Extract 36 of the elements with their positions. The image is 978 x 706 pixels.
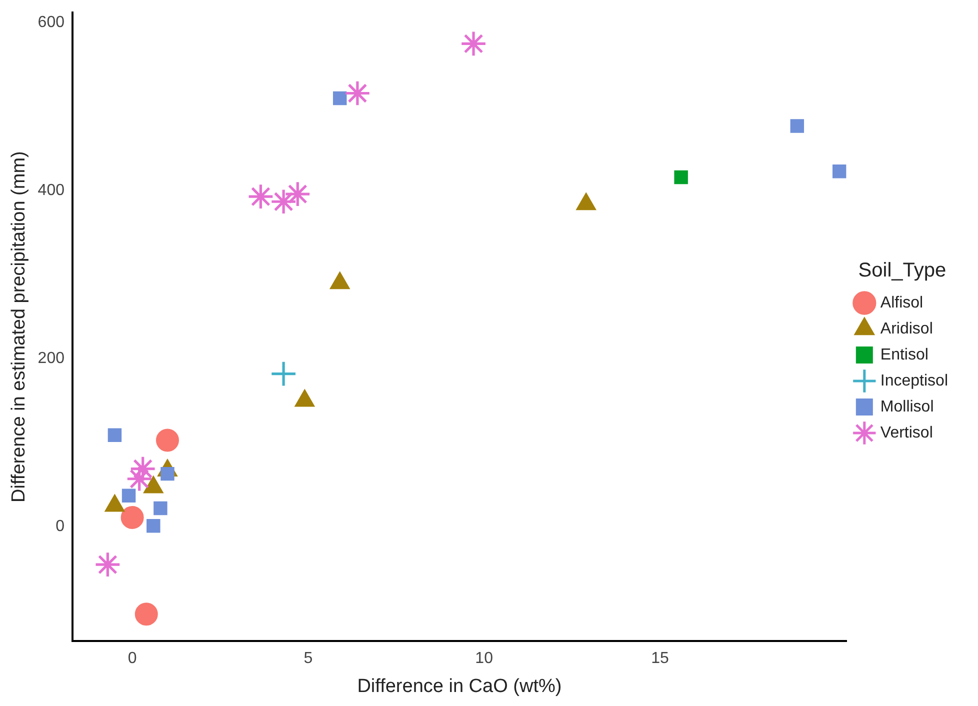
x-tick-label: 0 [128,650,137,668]
point [674,170,688,184]
legend-label: Vertisol [880,424,933,442]
y-tick-label: 400 [38,182,65,200]
point [154,501,168,516]
x-tick-label: 5 [304,650,313,668]
point [134,602,158,626]
legend-label: Alfisol [880,294,924,312]
point [272,190,296,214]
point [286,182,310,206]
legend-label: Mollisol [880,398,934,416]
point [790,119,804,133]
point [146,519,160,533]
legend-label: Entisol [880,346,928,364]
point [120,506,144,530]
y-axis-title: Difference in estimated precipitation (mm) [8,151,30,502]
legend-label: Aridisol [880,320,933,338]
legend-title: Soil_Type [858,260,946,282]
x-tick-label: 15 [651,650,669,668]
y-tick-label: 600 [38,14,65,32]
point [108,428,122,442]
point [272,362,296,386]
x-axis-title: Difference in CaO (wt%) [357,676,562,697]
point [346,81,370,106]
point [332,91,347,106]
point [832,164,846,178]
point [122,488,136,503]
point [127,466,152,491]
legend-label: Inceptisol [880,372,948,390]
point [96,552,120,576]
y-tick-label: 0 [56,518,65,536]
point [156,428,179,452]
point [248,184,273,209]
y-tick-label: 200 [38,350,65,368]
point [462,32,486,56]
x-tick-label: 10 [475,650,494,668]
